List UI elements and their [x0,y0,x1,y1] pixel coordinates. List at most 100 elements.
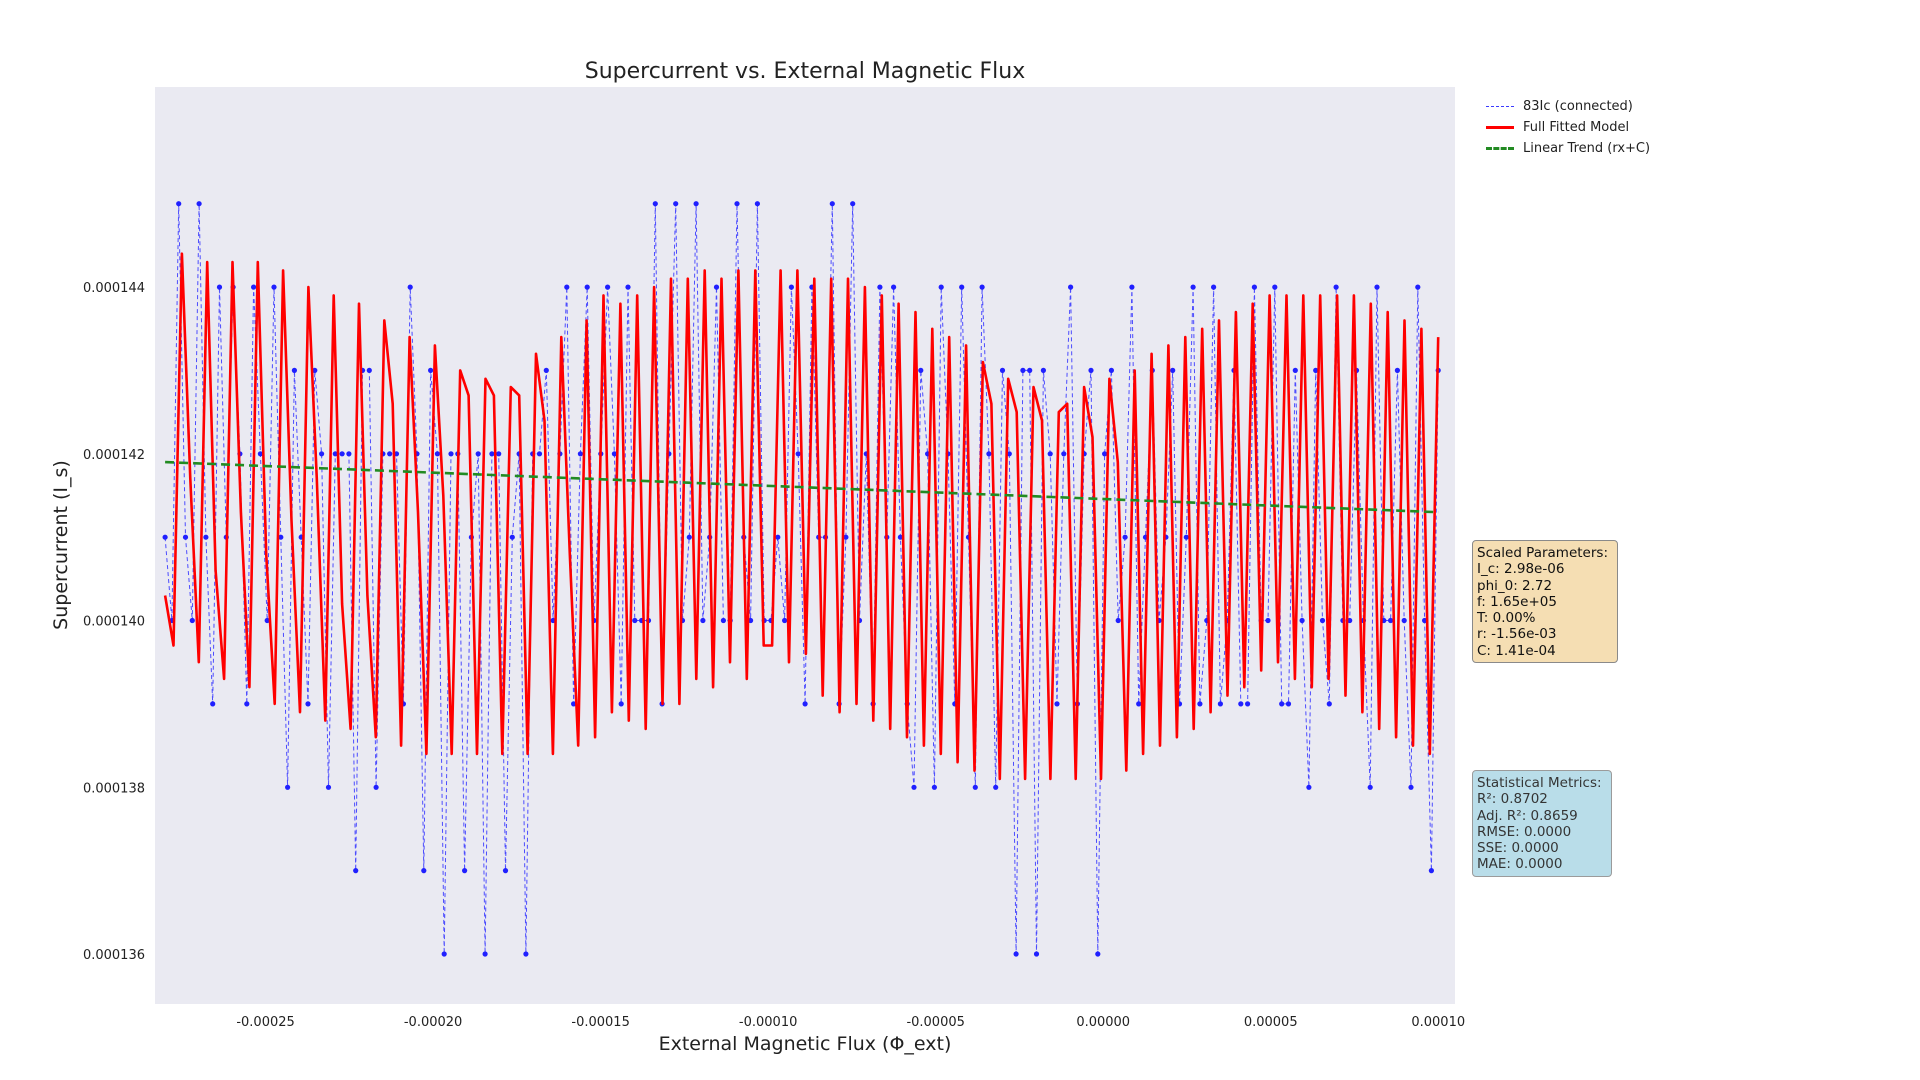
x-tick-label: -0.00025 [236,1015,294,1030]
x-axis-label: External Magnetic Flux (Φ_ext) [659,1033,952,1055]
data-point [216,284,223,290]
data-point [278,534,284,540]
metric-line: RMSE: 0.0000 [1477,823,1572,840]
data-point [1408,784,1414,790]
metric-line: SSE: 0.0000 [1477,840,1559,857]
data-point [312,367,318,373]
data-point [1306,784,1312,790]
data-point [1238,701,1244,707]
data-point [251,284,257,290]
data-point [346,451,352,457]
data-point [325,784,332,790]
data-point [1251,284,1257,290]
data-point [1211,284,1217,290]
data-point [441,951,447,957]
data-point [788,284,795,290]
data-point [1115,617,1121,624]
data-point [509,534,515,540]
data-point [264,617,270,624]
legend-entry: Full Fitted Model [1486,117,1650,138]
data-point [1299,617,1305,624]
data-point [428,367,434,373]
data-point [1129,284,1135,290]
data-point [938,284,944,290]
data-point [1108,367,1114,373]
data-point [686,534,692,540]
data-point [999,367,1006,373]
data-point [1326,701,1332,707]
x-ticks: -0.00025 -0.00020 -0.00015 -0.00010 -0.00005… [236,1015,1465,1030]
data-point [1394,367,1400,373]
legend-entry: Linear Trend (rx+C) [1486,138,1650,159]
data-point [448,451,454,457]
data-point [802,701,808,707]
data-point [959,284,965,290]
data-point [993,784,999,790]
data-point [1040,367,1046,373]
metrics-box: Statistical Metrics: R²: 0.8702 Adj. R²:… [1472,770,1612,877]
data-point [462,868,468,874]
data-point [1183,534,1189,540]
data-point [571,701,577,707]
data-point [564,284,570,290]
data-point [1415,284,1421,290]
data-point [353,868,359,874]
data-point [1374,284,1380,290]
data-point [373,784,379,790]
data-point [625,284,631,290]
series-fitted-model [163,252,1440,781]
data-point [1388,617,1394,624]
data-point [931,784,938,790]
data-point [1054,701,1060,707]
data-point [897,534,904,540]
x-tick-label: -0.00010 [739,1015,797,1030]
data-point [189,617,195,624]
data-point [536,451,543,457]
data-point [1020,367,1026,373]
data-point [795,451,801,457]
parameter-line: phi_0: 2.72 [1477,577,1553,594]
data-point [1027,367,1033,373]
data-point [891,284,897,290]
data-point [1047,451,1053,457]
data-point [1033,951,1040,957]
chart-title: Supercurrent vs. External Magnetic Flux [585,59,1026,84]
x-tick-label: 0.00005 [1244,1015,1298,1030]
data-point [196,201,202,207]
data-point [339,451,345,457]
data-point [782,617,788,624]
parameter-line: C: 1.41e-04 [1477,642,1556,659]
data-point [387,451,393,457]
data-point [176,201,182,207]
y-tick-label: 0.000144 [83,281,145,296]
data-point [618,701,624,707]
x-tick-label: 0.00010 [1411,1015,1465,1030]
parameter-line: T: 0.00% [1477,610,1536,627]
y-tick-label: 0.000140 [83,615,145,630]
data-point [244,701,250,707]
data-point [713,284,720,290]
series-layer [162,201,1441,957]
data-point [1190,284,1196,290]
metrics-heading: Statistical Metrics: [1477,775,1602,791]
data-point [1313,367,1319,373]
data-point [502,868,509,874]
data-point [291,367,297,373]
data-point [577,451,584,457]
data-point [1095,951,1101,957]
data-point [366,367,372,373]
data-point [720,617,727,624]
legend-swatch-data [1486,106,1514,107]
data-point [407,284,413,290]
data-point [489,451,495,457]
metric-line: R²: 0.8702 [1477,791,1548,808]
data-point [1088,367,1094,373]
legend-entry: 83Ic (connected) [1486,96,1650,117]
data-point [584,284,590,290]
data-point [1102,451,1108,457]
data-point [1428,868,1434,874]
data-point [843,534,849,540]
y-tick-label: 0.000136 [83,948,145,963]
x-tick-label: -0.00015 [571,1015,629,1030]
data-point [673,201,679,207]
